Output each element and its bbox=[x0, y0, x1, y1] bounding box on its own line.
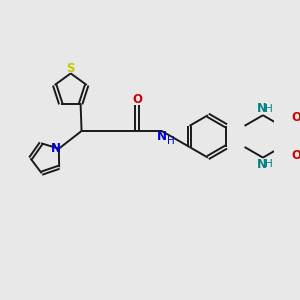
Text: O: O bbox=[132, 93, 142, 106]
Text: N: N bbox=[256, 102, 267, 115]
Text: N: N bbox=[157, 130, 167, 143]
Text: S: S bbox=[66, 62, 75, 75]
Text: H: H bbox=[265, 104, 273, 114]
Text: O: O bbox=[291, 149, 300, 162]
Text: O: O bbox=[291, 111, 300, 124]
Text: N: N bbox=[256, 158, 267, 171]
Text: H: H bbox=[167, 136, 174, 146]
Text: N: N bbox=[51, 142, 61, 154]
Text: H: H bbox=[265, 159, 273, 169]
